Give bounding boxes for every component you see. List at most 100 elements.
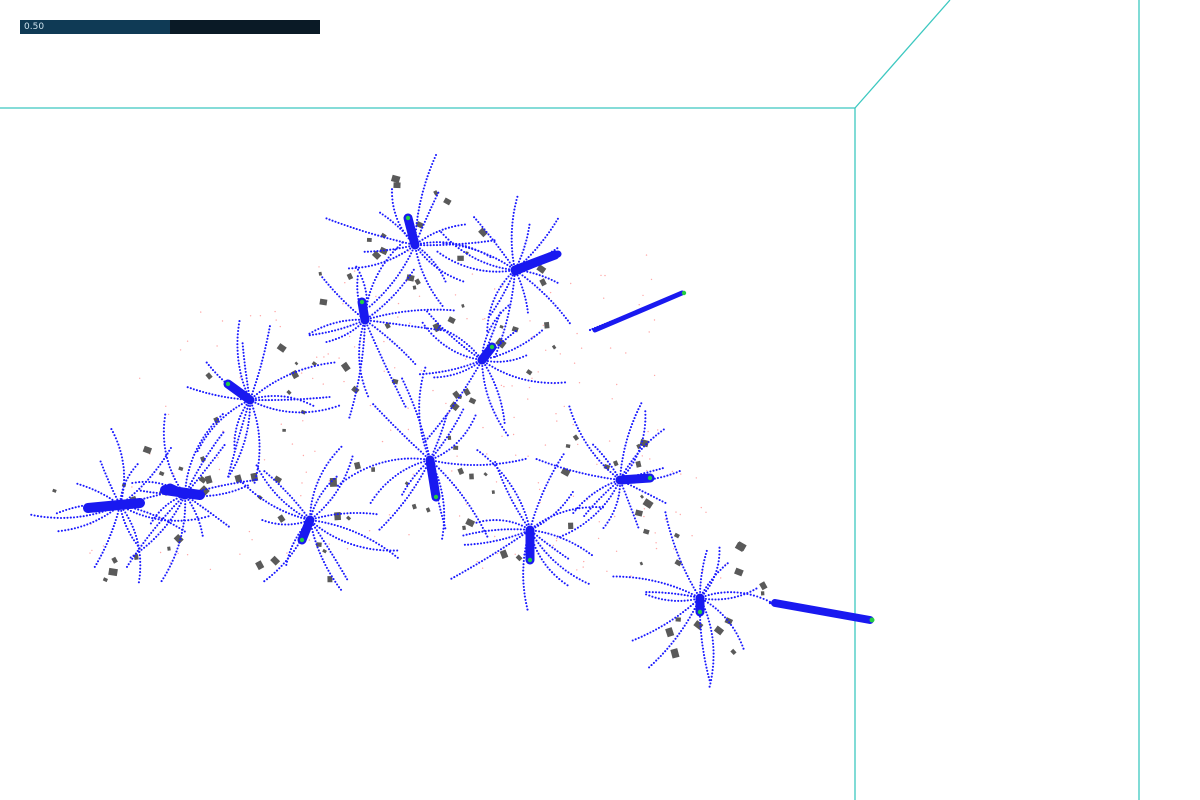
- particle: [305, 514, 308, 517]
- particle: [208, 392, 211, 395]
- particle: [340, 335, 344, 338]
- particle: [718, 546, 721, 549]
- particle: [547, 554, 550, 557]
- particle: [418, 478, 421, 481]
- particle: [101, 551, 104, 554]
- particle: [520, 283, 523, 286]
- particle: [627, 432, 630, 435]
- particle: [505, 461, 508, 464]
- particle: [258, 445, 261, 448]
- particle: [80, 525, 83, 528]
- particle: [616, 500, 619, 503]
- particle: [149, 512, 152, 515]
- particle: [500, 405, 503, 408]
- particle: [188, 485, 191, 488]
- trace-dot: [222, 430, 224, 432]
- particle: [373, 278, 376, 282]
- particle: [230, 463, 233, 466]
- particle: [749, 593, 752, 596]
- trace-dot: [91, 549, 93, 552]
- particle: [687, 591, 690, 594]
- particle: [310, 503, 313, 506]
- particle: [159, 463, 162, 466]
- particle: [661, 467, 664, 470]
- particle: [531, 251, 535, 254]
- particle: [663, 475, 666, 478]
- particle: [581, 506, 584, 509]
- trace-dot: [673, 548, 675, 550]
- trace-dot: [701, 570, 704, 573]
- particle: [521, 534, 524, 537]
- trace-dot: [131, 486, 133, 488]
- particle: [547, 277, 550, 280]
- trace-dot: [300, 372, 303, 374]
- particle: [118, 446, 121, 449]
- particle: [358, 271, 361, 274]
- trace-dot: [454, 294, 457, 296]
- particle: [134, 534, 138, 537]
- particle: [356, 275, 359, 278]
- particle: [478, 531, 481, 534]
- particle: [322, 540, 325, 543]
- particle: [179, 538, 182, 541]
- particle: [368, 294, 371, 297]
- particle: [468, 504, 471, 507]
- particle: [389, 549, 392, 552]
- particle: [520, 532, 523, 535]
- particle: [248, 408, 251, 411]
- particle: [687, 607, 690, 610]
- particle: [272, 478, 276, 481]
- particle: [443, 375, 446, 378]
- particle: [322, 469, 325, 472]
- particle: [225, 492, 228, 495]
- particle: [706, 583, 710, 586]
- particle: [407, 482, 410, 485]
- particle: [484, 530, 487, 533]
- particle: [413, 309, 416, 312]
- particle: [343, 326, 346, 329]
- particle: [252, 387, 256, 390]
- particle: [355, 265, 358, 268]
- particle: [361, 353, 364, 356]
- particle: [548, 231, 551, 234]
- particle: [79, 483, 82, 486]
- particle: [480, 240, 483, 244]
- particle: [501, 283, 504, 286]
- progress-bar[interactable]: 0.50: [20, 20, 320, 34]
- obstacle: [724, 617, 734, 626]
- particle: [730, 623, 733, 627]
- particle: [285, 560, 289, 563]
- particle: [409, 247, 412, 250]
- particle: [245, 410, 248, 413]
- particle: [380, 261, 383, 264]
- particle: [572, 418, 575, 421]
- agent-tip: [405, 215, 411, 221]
- particle: [505, 322, 508, 325]
- particle: [291, 545, 294, 548]
- particle: [422, 434, 425, 437]
- particle: [423, 220, 426, 223]
- particle: [383, 334, 387, 337]
- particle: [356, 544, 359, 548]
- particle: [460, 223, 463, 226]
- particle: [175, 480, 178, 484]
- particle: [419, 199, 422, 203]
- particle: [596, 448, 599, 451]
- particle: [666, 583, 669, 586]
- particle: [483, 558, 486, 561]
- particle: [553, 464, 556, 467]
- particle: [440, 327, 444, 330]
- particle: [121, 495, 124, 498]
- particle: [203, 457, 206, 460]
- particle: [441, 370, 444, 373]
- particle: [175, 502, 178, 505]
- particle: [328, 407, 331, 410]
- particle: [465, 355, 468, 358]
- particle: [514, 202, 517, 205]
- particle: [574, 543, 577, 546]
- particle: [522, 569, 525, 572]
- particle: [765, 599, 768, 602]
- particle: [528, 223, 531, 226]
- particle: [385, 321, 388, 324]
